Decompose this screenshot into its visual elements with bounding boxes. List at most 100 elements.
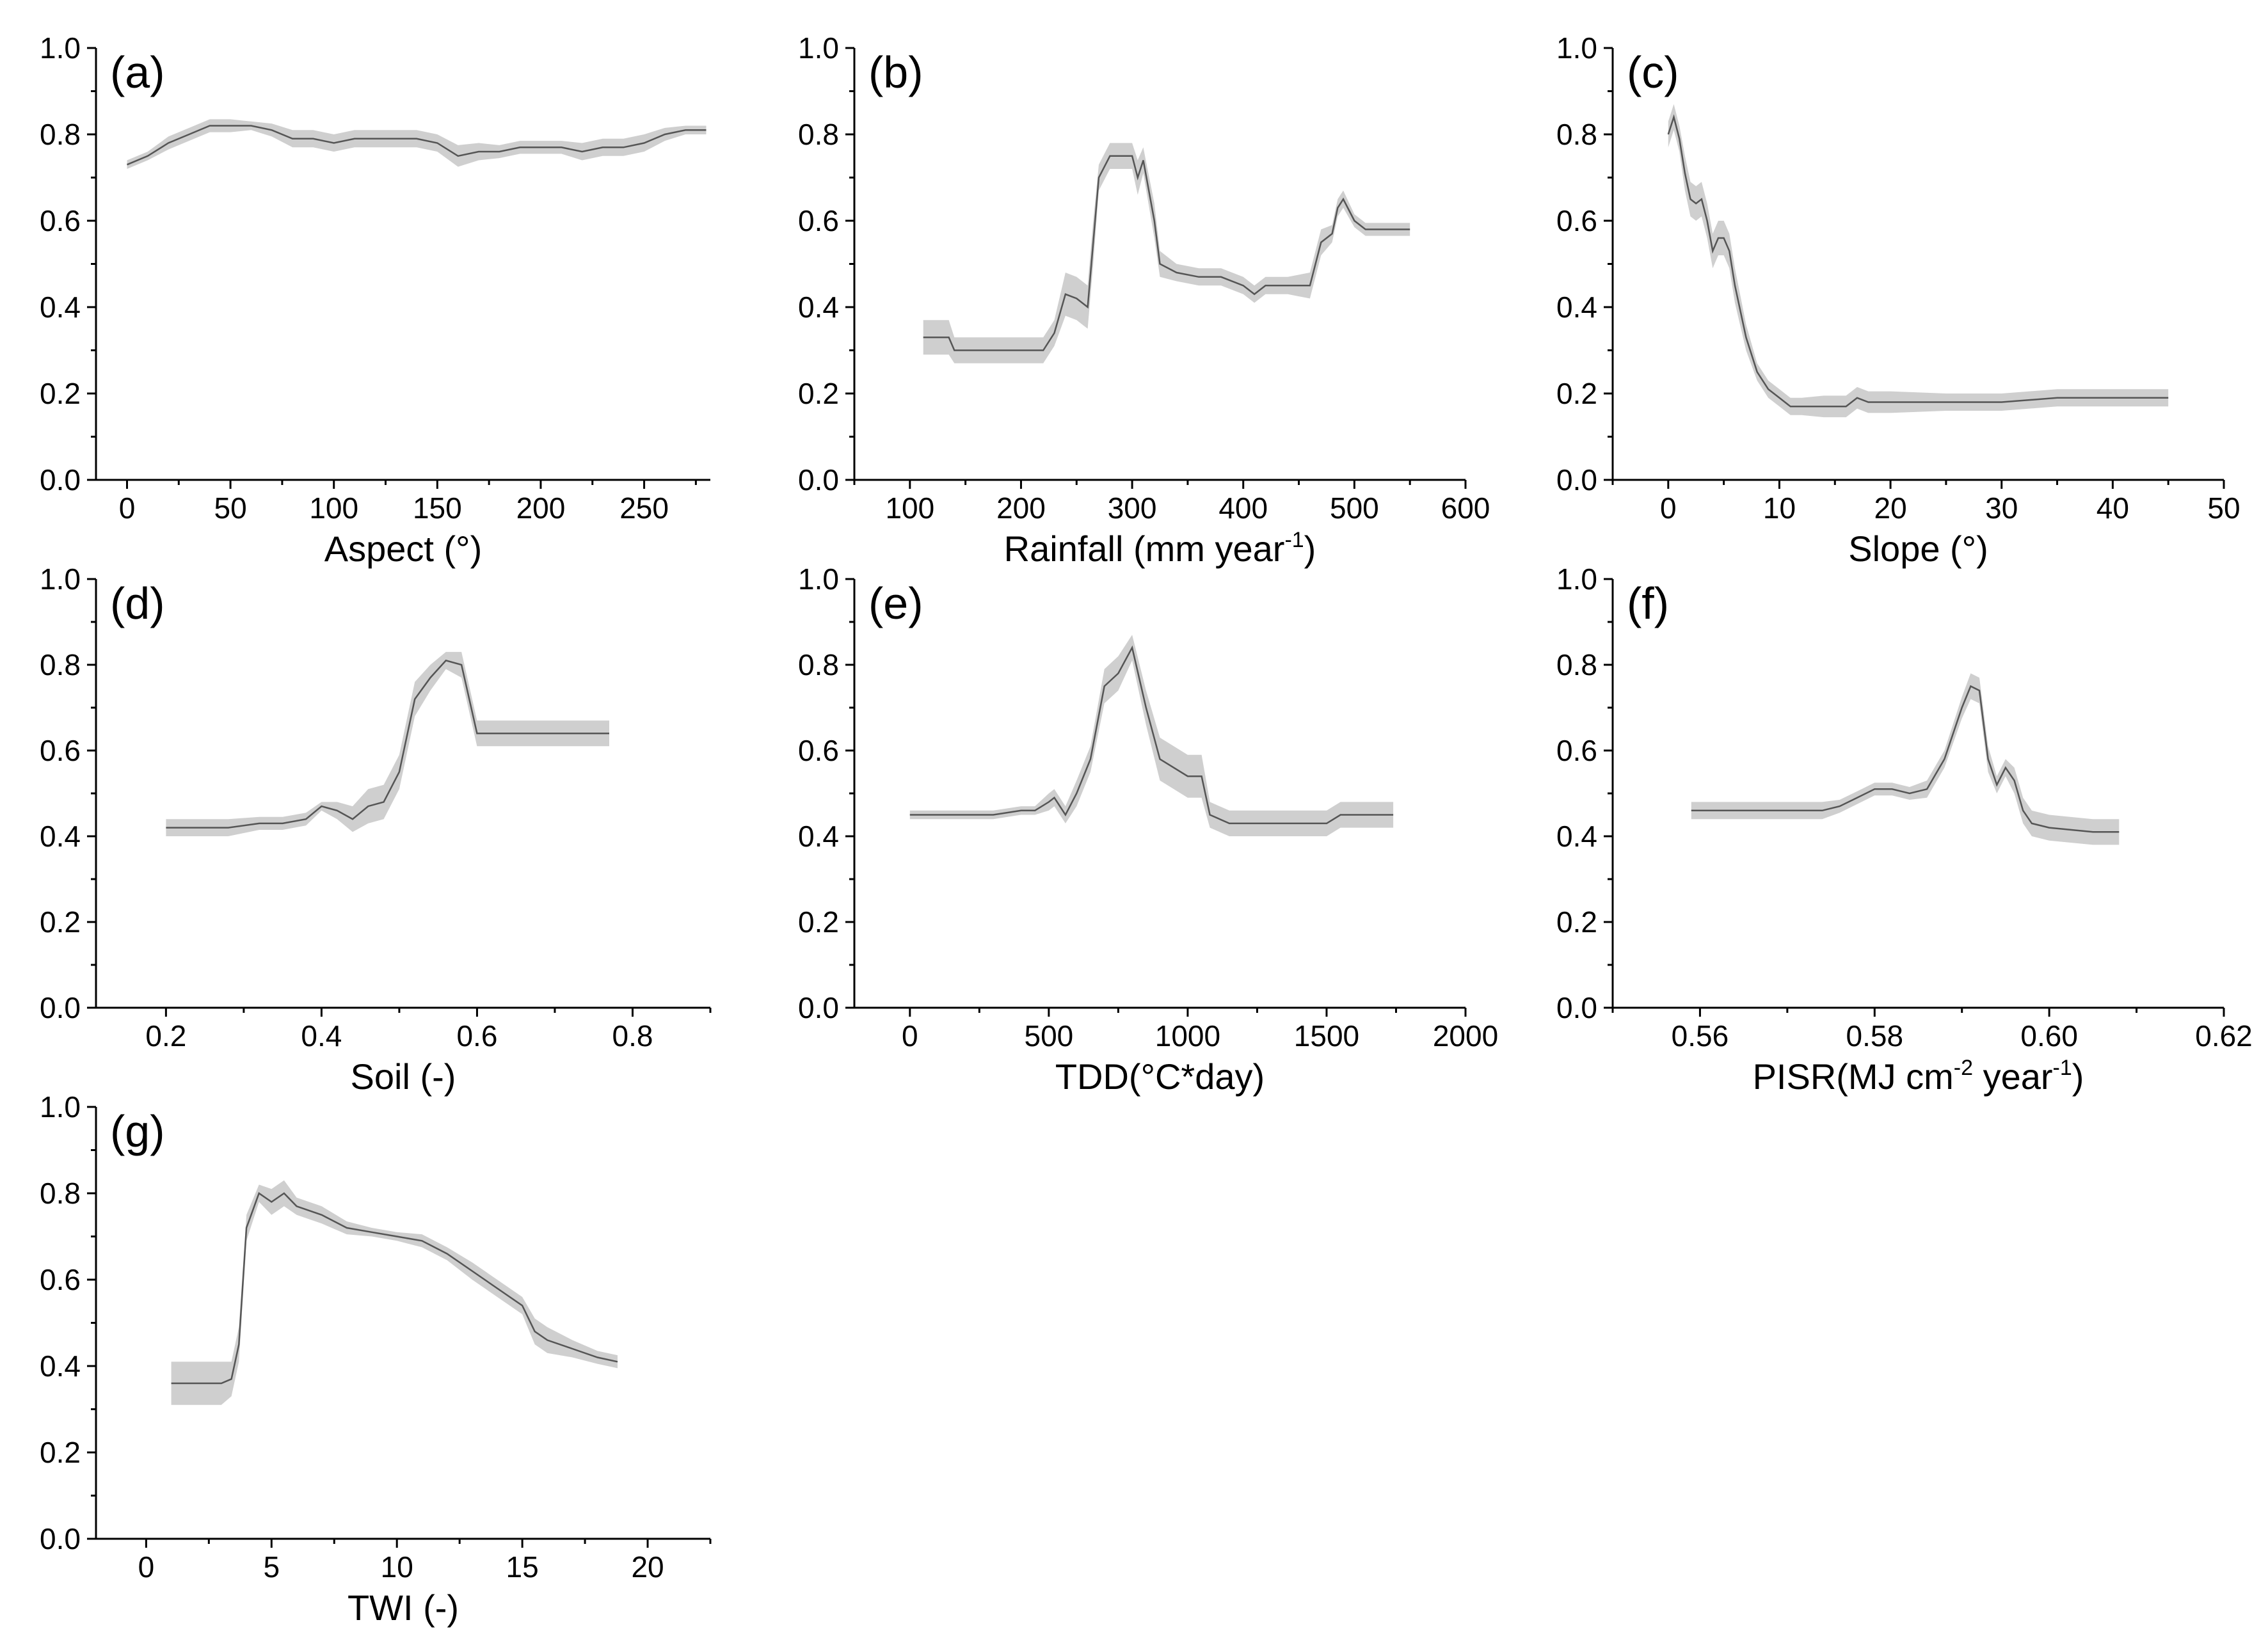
panel-d-y-tick-label: 0.4	[40, 820, 81, 853]
panel-b-response-curve	[923, 155, 1410, 351]
panel-d: 0.0 0.2 0.4 0.6 0.8 1.0 0.2 0.4 0.6 0.8 (d) Soil (-…	[40, 562, 712, 1097]
panel-b-x-tick-label: 600	[1441, 491, 1490, 525]
panel-g-letter: (g)	[110, 1106, 165, 1156]
panel-f-y-tick-label: 0.0	[1556, 991, 1597, 1024]
panel-a-x-tick-label: 0	[119, 491, 136, 525]
panel-f-x-axis-title-sup: -2	[1954, 1056, 1973, 1080]
panel-b-y-tick-label: 0.8	[798, 118, 839, 151]
panel-e-y-tick-label: 0.0	[798, 991, 839, 1024]
panel-f-y-tick-label: 0.8	[1556, 648, 1597, 681]
panel-e-y-tick-label: 1.0	[798, 562, 839, 596]
panel-e-y-tick-label: 0.8	[798, 648, 839, 681]
panel-d-y-tick-label: 0.8	[40, 648, 81, 681]
panel-d-y-tick-label: 0.2	[40, 905, 81, 939]
panel-e-y-tick-label: 0.6	[798, 734, 839, 767]
panel-g-y-tick-label: 1.0	[40, 1090, 81, 1124]
panel-g-x-tick-label: 10	[381, 1550, 413, 1584]
panel-a-x-tick-label: 50	[214, 491, 247, 525]
panel-g-y-tick-label: 0.0	[40, 1522, 81, 1555]
panel-b-x-tick-label: 400	[1218, 491, 1268, 525]
panel-f-confidence-band	[1691, 673, 2120, 845]
panel-a: 0.0 0.2 0.4 0.6 0.8 1.0 0 50 100 150 200 250 (a) Aspe…	[40, 31, 710, 569]
panel-d-y-tick-label: 0.6	[40, 734, 81, 767]
panel-g-x-axis-title: TWI (-)	[347, 1587, 459, 1628]
panel-b-x-axis-title: Rainfall (mm year-1)	[1004, 528, 1316, 569]
panel-e-x-axis-title: TDD(°C*day)	[1055, 1056, 1265, 1097]
panel-c-y-tick-label: 0.8	[1556, 118, 1597, 151]
panel-c-x-tick-label: 0	[1660, 491, 1677, 525]
panel-b-y-tick-label: 0.0	[798, 463, 839, 497]
panel-e-confidence-band	[909, 635, 1394, 836]
panel-b-y-tick-label: 0.6	[798, 204, 839, 237]
panel-d-x-axis-title-part: Soil (-)	[351, 1056, 456, 1097]
panel-e-x-tick-label: 500	[1024, 1019, 1073, 1053]
panel-d-letter: (d)	[110, 578, 165, 628]
panel-a-y-tick-label: 0.6	[40, 204, 81, 237]
panel-c-x-tick-label: 40	[2096, 491, 2129, 525]
panel-c-y-tick-label: 0.0	[1556, 463, 1597, 497]
panel-f-x-tick-label: 0.60	[2020, 1019, 2078, 1053]
panel-a-y-tick-label: 1.0	[40, 31, 81, 65]
panel-g-y-tick-label: 0.2	[40, 1436, 81, 1469]
panel-b-x-axis-title-part: )	[1304, 528, 1316, 569]
panel-b-y-tick-label: 0.4	[798, 290, 839, 324]
panel-d-x-tick-label: 0.6	[456, 1019, 497, 1053]
panel-f-y-tick-label: 1.0	[1556, 562, 1597, 596]
panel-a-x-tick-label: 150	[413, 491, 462, 525]
panel-f-x-axis-title-part: )	[2072, 1056, 2084, 1097]
panel-f-x-tick-label: 0.56	[1672, 1019, 1729, 1053]
panel-e-y-tick-label: 0.4	[798, 820, 839, 853]
panel-g-y-tick-label: 0.6	[40, 1263, 81, 1296]
panel-e-y-tick-label: 0.2	[798, 905, 839, 939]
panel-a-y-tick-label: 0.2	[40, 377, 81, 410]
panel-b-x-tick-label: 500	[1330, 491, 1379, 525]
panel-b-y-tick-label: 0.2	[798, 377, 839, 410]
panel-d-x-tick-label: 0.8	[612, 1019, 653, 1053]
panel-f-y-tick-label: 0.4	[1556, 820, 1597, 853]
panel-g-x-tick-label: 0	[138, 1550, 155, 1584]
panel-b-confidence-band	[923, 143, 1410, 363]
panel-a-x-tick-label: 200	[516, 491, 566, 525]
panel-c-x-tick-label: 10	[1763, 491, 1796, 525]
panel-f-x-tick-label: 0.62	[2195, 1019, 2253, 1053]
panel-g-x-tick-label: 15	[506, 1550, 539, 1584]
panel-a-x-axis-title-part: Aspect (°)	[324, 528, 482, 569]
panel-b-x-tick-label: 200	[996, 491, 1046, 525]
panel-c: 0.0 0.2 0.4 0.6 0.8 1.0 0 10 20 30 40 50 (c) Slope (°…	[1556, 31, 2240, 569]
panel-c-x-axis-title-part: Slope (°)	[1848, 528, 1988, 569]
panel-d-x-tick-label: 0.4	[301, 1019, 342, 1053]
panel-d-confidence-band	[166, 651, 609, 836]
panel-c-x-tick-label: 50	[2207, 491, 2240, 525]
panel-d-response-curve	[166, 659, 609, 829]
panel-e-x-tick-label: 1500	[1294, 1019, 1359, 1053]
panel-c-response-curve	[1667, 114, 2169, 408]
panel-f-x-axis-title-part: year	[1973, 1056, 2053, 1097]
panel-g: 0.0 0.2 0.4 0.6 0.8 1.0 0 5 10 15 20 (g) TWI (-)	[40, 1090, 712, 1628]
panel-f: 0.0 0.2 0.4 0.6 0.8 1.0 0.56 0.58 0.60 0.62 (f) PIS…	[1556, 562, 2253, 1097]
panel-g-x-tick-label: 20	[631, 1550, 664, 1584]
panel-f-x-axis-title: PISR(MJ cm-2 year-1)	[1753, 1056, 2084, 1097]
panel-a-y-tick-label: 0.4	[40, 290, 81, 324]
panel-f-y-tick-label: 0.6	[1556, 734, 1597, 767]
panel-b-letter: (b)	[868, 47, 923, 97]
panel-d-x-tick-label: 0.2	[145, 1019, 186, 1053]
panel-g-x-tick-label: 5	[263, 1550, 280, 1584]
panel-b: 0.0 0.2 0.4 0.6 0.8 1.0 100 200 300 400 500 600 (b) R…	[798, 31, 1490, 569]
panel-e-x-axis-title-part: TDD(°C*day)	[1055, 1056, 1265, 1097]
panel-a-response-curve	[127, 125, 707, 166]
panel-b-x-tick-label: 100	[885, 491, 934, 525]
panel-f-x-tick-label: 0.58	[1846, 1019, 1904, 1053]
panel-c-x-tick-label: 20	[1874, 491, 1907, 525]
panel-c-y-tick-label: 0.6	[1556, 204, 1597, 237]
panel-c-y-tick-label: 0.2	[1556, 377, 1597, 410]
panel-a-letter: (a)	[110, 47, 165, 97]
panel-e-response-curve	[909, 645, 1394, 825]
panel-b-y-tick-label: 1.0	[798, 31, 839, 65]
panel-a-y-tick-label: 0.8	[40, 118, 81, 151]
panel-e-letter: (e)	[868, 578, 923, 628]
panel-g-response-curve	[171, 1192, 618, 1385]
panel-g-y-tick-label: 0.8	[40, 1177, 81, 1210]
panel-b-x-tick-label: 300	[1108, 491, 1157, 525]
panel-d-y-tick-label: 1.0	[40, 562, 81, 596]
